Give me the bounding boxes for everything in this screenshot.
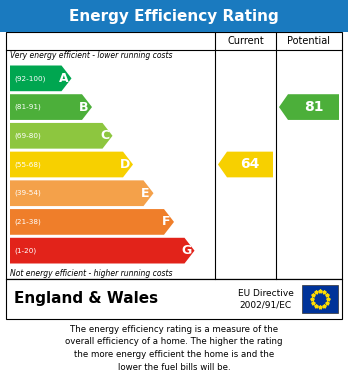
Polygon shape bbox=[10, 123, 112, 149]
Text: (39-54): (39-54) bbox=[14, 190, 41, 196]
Polygon shape bbox=[218, 152, 273, 178]
Text: Current: Current bbox=[227, 36, 264, 46]
Text: 64: 64 bbox=[240, 158, 260, 172]
Text: The energy efficiency rating is a measure of the
overall efficiency of a home. T: The energy efficiency rating is a measur… bbox=[65, 325, 283, 371]
Text: A: A bbox=[59, 72, 68, 85]
Text: (92-100): (92-100) bbox=[14, 75, 45, 82]
Text: Not energy efficient - higher running costs: Not energy efficient - higher running co… bbox=[10, 269, 173, 278]
Polygon shape bbox=[10, 209, 174, 235]
Text: B: B bbox=[79, 100, 89, 113]
Text: E: E bbox=[141, 187, 150, 200]
Text: (81-91): (81-91) bbox=[14, 104, 41, 110]
Bar bbox=[6, 279, 342, 319]
Bar bbox=[302, 285, 338, 313]
Text: C: C bbox=[100, 129, 109, 142]
Text: (55-68): (55-68) bbox=[14, 161, 41, 168]
Text: Very energy efficient - lower running costs: Very energy efficient - lower running co… bbox=[10, 51, 173, 60]
Polygon shape bbox=[279, 94, 339, 120]
Polygon shape bbox=[10, 94, 92, 120]
Polygon shape bbox=[10, 180, 153, 206]
Text: EU Directive
2002/91/EC: EU Directive 2002/91/EC bbox=[238, 289, 293, 309]
Text: F: F bbox=[162, 215, 170, 228]
Polygon shape bbox=[10, 238, 195, 264]
Text: D: D bbox=[120, 158, 130, 171]
Text: (1-20): (1-20) bbox=[14, 248, 36, 254]
Text: (69-80): (69-80) bbox=[14, 133, 41, 139]
Text: G: G bbox=[181, 244, 192, 257]
Text: (21-38): (21-38) bbox=[14, 219, 41, 225]
Text: Potential: Potential bbox=[287, 36, 331, 46]
Text: England & Wales: England & Wales bbox=[14, 292, 158, 307]
Polygon shape bbox=[10, 152, 133, 178]
Polygon shape bbox=[10, 66, 71, 91]
Text: Energy Efficiency Rating: Energy Efficiency Rating bbox=[69, 9, 279, 23]
Bar bbox=[6, 32, 342, 279]
Bar bbox=[0, 0, 348, 32]
Text: 81: 81 bbox=[304, 100, 323, 114]
